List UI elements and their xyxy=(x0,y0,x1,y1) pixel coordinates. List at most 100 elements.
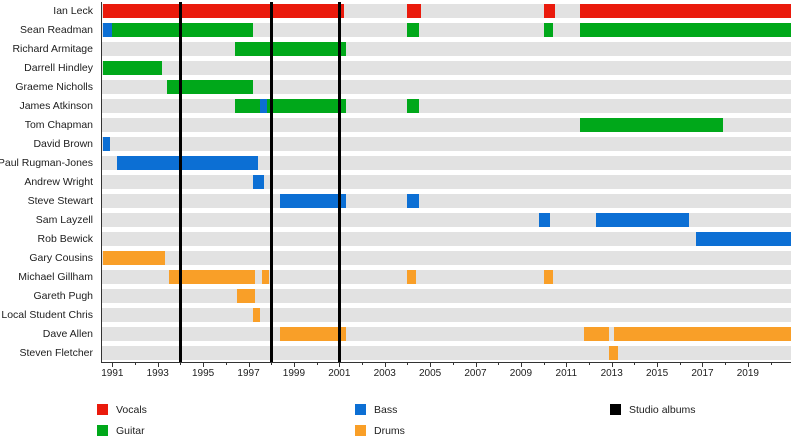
timeline-bar-guitar[interactable] xyxy=(103,61,163,76)
timeline-plot-area xyxy=(101,2,791,362)
legend-column: Bass Drums xyxy=(355,400,405,442)
axis-tick xyxy=(248,362,250,367)
timeline-bar-drums[interactable] xyxy=(609,345,619,360)
timeline-bar-drums[interactable] xyxy=(169,269,256,284)
axis-tick xyxy=(520,362,522,367)
member-label: Dave Allen xyxy=(42,327,93,340)
timeline-bar-bass[interactable] xyxy=(253,175,265,189)
axis-minor-tick xyxy=(588,362,590,365)
axis-minor-tick xyxy=(180,362,182,365)
timeline-bar-drums[interactable] xyxy=(253,307,260,322)
axis-tick-label: 1999 xyxy=(282,368,306,379)
timeline-bar-guitar[interactable] xyxy=(407,99,419,114)
timeline-bar-guitar[interactable] xyxy=(112,23,254,38)
axis-tick xyxy=(384,362,386,367)
timeline-bar-guitar[interactable] xyxy=(543,23,553,38)
timeline-bar-bass[interactable] xyxy=(595,212,689,227)
timeline-bar-drums[interactable] xyxy=(237,288,256,303)
axis-tick-label: 2019 xyxy=(736,368,759,379)
color-swatch-icon xyxy=(610,404,621,415)
axis-tick-label: 2015 xyxy=(645,368,669,379)
member-label: Ian Leck xyxy=(53,5,93,18)
studio-album-marker[interactable] xyxy=(269,2,273,362)
timeline-bar-bass[interactable] xyxy=(103,23,113,38)
axis-tick xyxy=(611,362,613,367)
member-label: Gary Cousins xyxy=(29,251,93,264)
color-swatch-icon xyxy=(355,404,366,415)
timeline-bar-guitar[interactable] xyxy=(579,23,791,38)
timeline-bar-guitar[interactable] xyxy=(407,23,419,38)
timeline-row-track xyxy=(101,137,791,152)
timeline-bar-drums[interactable] xyxy=(543,269,553,284)
timeline-bar-drums[interactable] xyxy=(613,326,791,341)
legend-item[interactable]: Drums xyxy=(355,421,405,440)
timeline-row-track xyxy=(101,307,791,322)
timeline-bar-drums[interactable] xyxy=(262,269,269,284)
axis-tick-label: 2009 xyxy=(509,368,533,379)
legend-label: Guitar xyxy=(116,424,145,437)
timeline-bar-guitar[interactable] xyxy=(234,42,347,57)
timeline-bar-bass[interactable] xyxy=(103,137,111,152)
member-label: Michael Gillham xyxy=(18,270,93,283)
legend-item[interactable]: Studio albums xyxy=(610,400,696,419)
axis-tick xyxy=(203,362,205,367)
member-label: Gareth Pugh xyxy=(33,289,93,302)
axis-baseline xyxy=(101,362,791,363)
studio-album-marker[interactable] xyxy=(178,2,182,362)
axis-tick-label: 1991 xyxy=(101,368,124,379)
timeline-bar-guitar[interactable] xyxy=(234,99,347,114)
axis-minor-tick xyxy=(316,362,318,365)
timeline-bar-drums[interactable] xyxy=(280,326,347,341)
legend-item[interactable]: Vocals xyxy=(97,400,147,419)
timeline-bar-vocals[interactable] xyxy=(407,4,422,19)
timeline-bar-vocals[interactable] xyxy=(579,4,791,19)
axis-tick xyxy=(293,362,295,367)
timeline-bar-bass[interactable] xyxy=(280,193,347,208)
axis-minor-tick xyxy=(135,362,137,365)
timeline-bar-vocals[interactable] xyxy=(543,4,555,19)
axis-tick xyxy=(702,362,704,367)
timeline-bar-drums[interactable] xyxy=(407,269,417,284)
timeline-bar-guitar[interactable] xyxy=(166,80,254,95)
axis-tick-label: 1997 xyxy=(237,368,260,379)
legend-item[interactable]: Guitar xyxy=(97,421,147,440)
timeline-row-track xyxy=(101,175,791,189)
timeline-row-track xyxy=(101,193,791,208)
axis-left-spine xyxy=(101,2,102,362)
timeline-bar-bass[interactable] xyxy=(539,212,551,227)
axis-tick xyxy=(475,362,477,367)
axis-minor-tick xyxy=(634,362,636,365)
timeline-bar-bass[interactable] xyxy=(407,193,419,208)
timeline-row-track xyxy=(101,61,791,76)
axis-tick xyxy=(430,362,432,367)
timeline-bar-drums[interactable] xyxy=(584,326,610,341)
timeline-bar-bass[interactable] xyxy=(695,231,791,246)
legend-label: Bass xyxy=(374,403,398,416)
axis-tick-label: 2001 xyxy=(328,368,351,379)
studio-album-marker[interactable] xyxy=(337,2,341,362)
member-label-column: Ian Leck Sean Readman Richard Armitage Darr… xyxy=(0,2,97,362)
axis-tick-label: 1993 xyxy=(146,368,169,379)
axis-minor-tick xyxy=(225,362,227,365)
member-label: Sam Layzell xyxy=(35,213,93,226)
timeline-bar-bass[interactable] xyxy=(259,99,267,114)
timeline-row-track xyxy=(101,156,791,171)
legend-item[interactable]: Bass xyxy=(355,400,405,419)
member-label: Tom Chapman xyxy=(24,119,93,132)
axis-tick-label: 2011 xyxy=(555,368,578,379)
timeline-row-track xyxy=(101,345,791,360)
axis-minor-tick xyxy=(452,362,454,365)
timeline-bar-guitar[interactable] xyxy=(579,118,723,133)
timeline-row-track xyxy=(101,269,791,284)
timeline-row-track xyxy=(101,80,791,95)
axis-minor-tick xyxy=(770,362,772,365)
member-label: Rob Bewick xyxy=(37,232,93,245)
axis-tick xyxy=(566,362,568,367)
axis-tick xyxy=(747,362,749,367)
axis-tick-label: 1995 xyxy=(192,368,215,379)
timeline-bar-drums[interactable] xyxy=(103,250,165,265)
timeline-bar-bass[interactable] xyxy=(116,156,258,171)
timeline-bar-vocals[interactable] xyxy=(103,4,344,19)
color-swatch-icon xyxy=(97,404,108,415)
